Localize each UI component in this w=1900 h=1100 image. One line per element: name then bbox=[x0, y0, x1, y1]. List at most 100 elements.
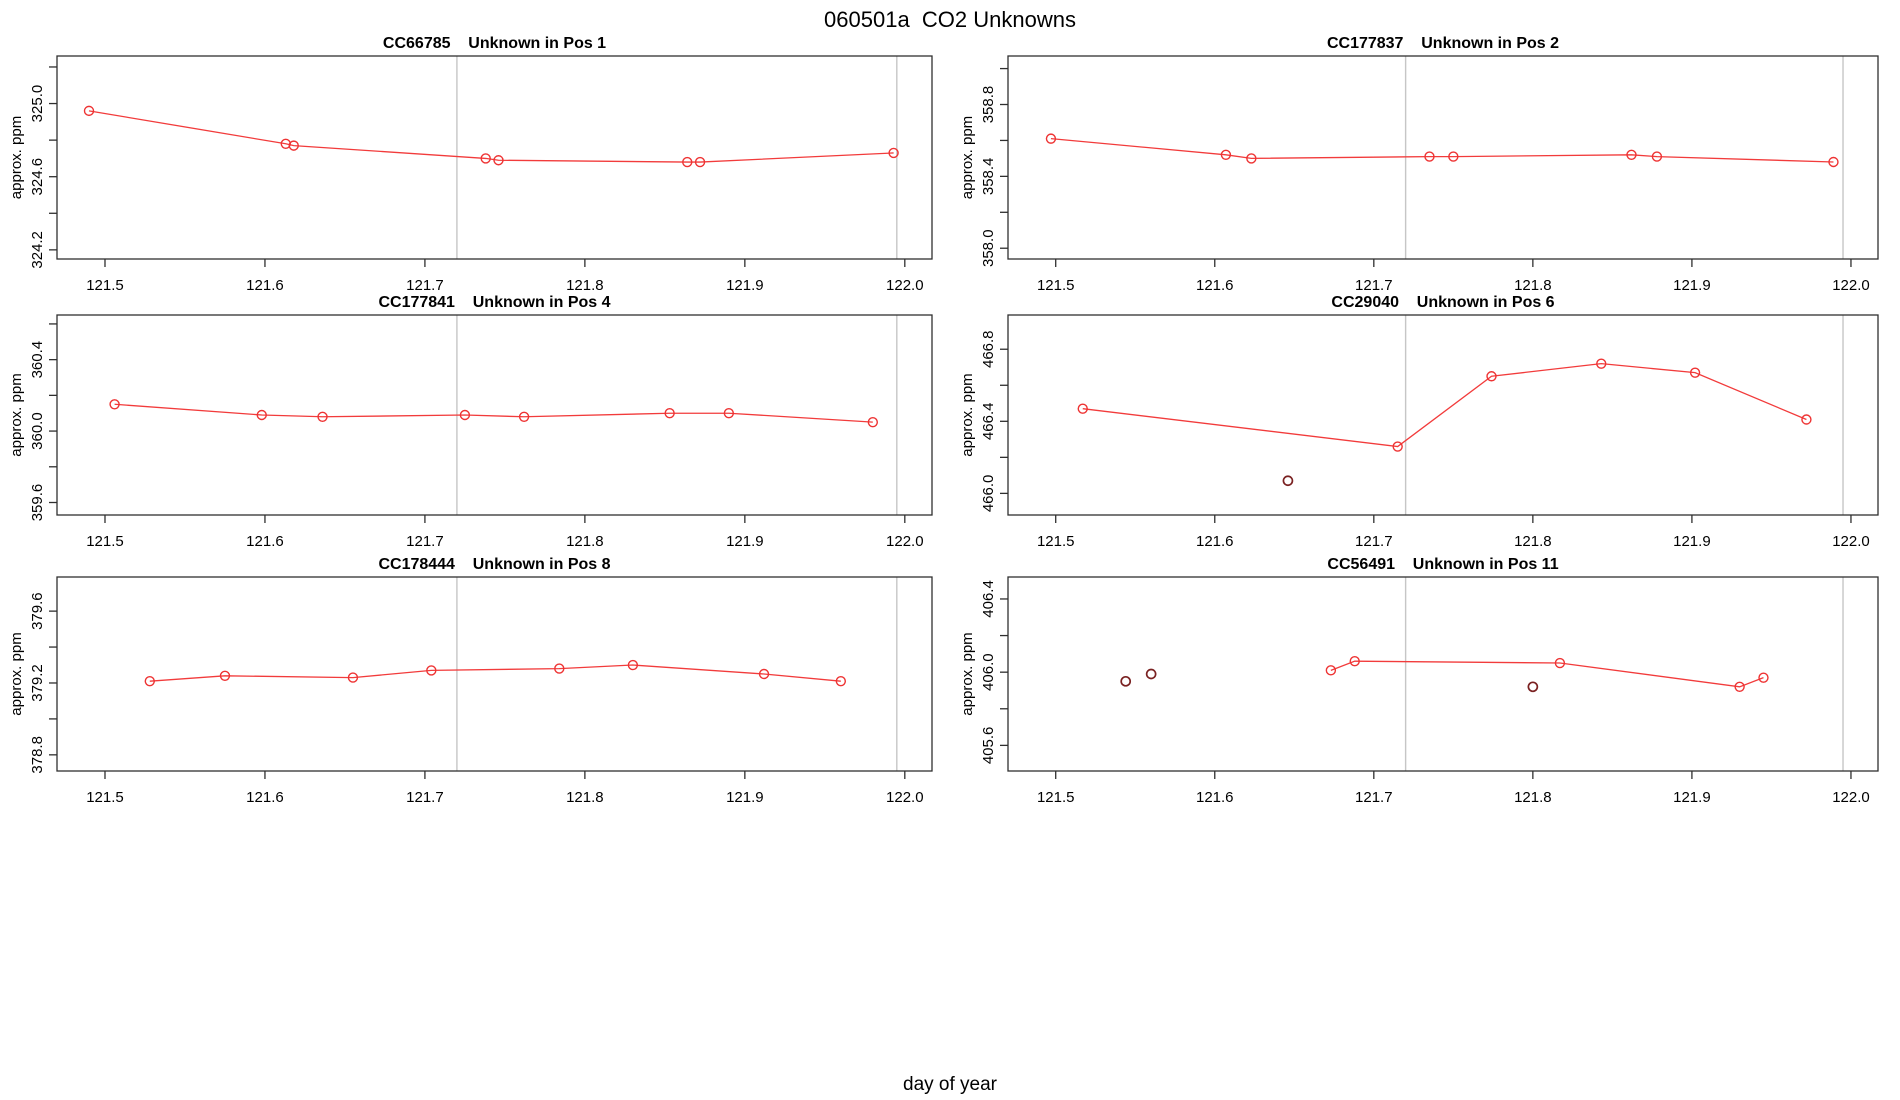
series-line bbox=[1050, 137, 1834, 163]
x-tick-label: 121.6 bbox=[1196, 277, 1234, 294]
y-tick-label: 405.6 bbox=[980, 727, 997, 765]
x-tick-label: 121.6 bbox=[1196, 533, 1234, 550]
panel-title: CC177841 Unknown in Pos 4 bbox=[378, 294, 610, 311]
data-point bbox=[144, 675, 155, 687]
data-point bbox=[317, 411, 328, 422]
y-axis-label: approx. ppm bbox=[8, 116, 25, 199]
panel-CC177841: 121.5 121.6 121.7 121.8 121.9 122.0 359.6 360.0… bbox=[8, 294, 933, 550]
data-point bbox=[1554, 657, 1566, 669]
y-tick-label: 358.0 bbox=[980, 229, 997, 267]
x-tick-label: 121.5 bbox=[86, 277, 124, 294]
x-tick-label: 121.6 bbox=[246, 533, 284, 550]
panel-title: CC177837 Unknown in Pos 2 bbox=[1327, 35, 1559, 52]
page-title: 060501a CO2 Unknowns bbox=[824, 7, 1076, 32]
series-line bbox=[1082, 362, 1807, 448]
y-tick-label: 325.0 bbox=[29, 85, 46, 123]
x-tick-label: 121.6 bbox=[1196, 789, 1234, 806]
x-tick-label: 121.8 bbox=[566, 277, 604, 294]
y-tick-label: 466.0 bbox=[980, 475, 997, 513]
data-point bbox=[518, 411, 530, 422]
series-line bbox=[88, 110, 894, 163]
x-tick-label: 121.9 bbox=[726, 277, 764, 294]
x-tick-label: 121.8 bbox=[1514, 277, 1552, 294]
flagged-data-point bbox=[1120, 675, 1132, 687]
y-tick-label: 360.4 bbox=[29, 341, 46, 379]
data-point bbox=[1689, 367, 1701, 378]
x-tick-label: 121.9 bbox=[1673, 277, 1711, 294]
y-tick-label: 406.0 bbox=[980, 653, 997, 691]
x-tick-label: 121.5 bbox=[1037, 277, 1075, 294]
data-point bbox=[1349, 655, 1360, 667]
data-point bbox=[835, 675, 847, 687]
x-tick-label: 121.8 bbox=[1514, 789, 1552, 806]
data-point bbox=[219, 670, 231, 681]
data-point bbox=[694, 156, 706, 168]
y-axis-label: approx. ppm bbox=[959, 632, 976, 715]
data-point bbox=[1448, 151, 1459, 162]
data-point bbox=[1077, 403, 1088, 414]
x-axis-label: day of year bbox=[903, 1074, 997, 1095]
x-tick-label: 121.8 bbox=[566, 789, 604, 806]
data-point bbox=[1828, 156, 1839, 168]
series-line bbox=[114, 403, 873, 423]
y-tick-label: 406.4 bbox=[980, 580, 997, 618]
y-tick-label: 466.8 bbox=[980, 330, 997, 368]
y-tick-label: 379.6 bbox=[29, 592, 46, 630]
x-tick-label: 121.5 bbox=[86, 533, 124, 550]
series-line bbox=[1330, 660, 1764, 688]
data-point bbox=[682, 156, 693, 168]
x-tick-label: 121.7 bbox=[406, 533, 444, 550]
y-tick-label: 358.8 bbox=[980, 86, 997, 124]
x-tick-label: 122.0 bbox=[886, 277, 924, 294]
plot-box bbox=[56, 55, 933, 260]
plot-box bbox=[56, 314, 933, 516]
plot-box bbox=[56, 576, 933, 772]
data-point bbox=[280, 138, 291, 149]
data-point bbox=[664, 408, 675, 419]
x-tick-label: 121.7 bbox=[1355, 789, 1393, 806]
data-point bbox=[723, 408, 735, 419]
data-point bbox=[347, 672, 359, 683]
y-tick-label: 358.4 bbox=[980, 158, 997, 196]
x-tick-label: 121.6 bbox=[246, 277, 284, 294]
data-point bbox=[627, 659, 639, 671]
x-tick-label: 121.7 bbox=[1355, 533, 1393, 550]
data-point bbox=[867, 416, 879, 428]
data-point bbox=[459, 409, 471, 421]
y-tick-label: 324.6 bbox=[29, 158, 46, 196]
data-point bbox=[1734, 681, 1745, 693]
x-tick-label: 122.0 bbox=[1832, 277, 1870, 294]
plot-box bbox=[1007, 55, 1879, 260]
x-tick-label: 122.0 bbox=[886, 789, 924, 806]
x-tick-label: 122.0 bbox=[886, 533, 924, 550]
y-tick-label: 360.0 bbox=[29, 412, 46, 450]
x-tick-label: 121.6 bbox=[246, 789, 284, 806]
x-tick-label: 121.5 bbox=[1037, 789, 1075, 806]
data-point bbox=[1651, 151, 1663, 162]
x-tick-label: 121.9 bbox=[1673, 533, 1711, 550]
data-point bbox=[1045, 133, 1057, 144]
data-point bbox=[554, 663, 565, 674]
panel-title: CC29040 Unknown in Pos 6 bbox=[1331, 294, 1554, 311]
data-point bbox=[426, 665, 437, 676]
data-point bbox=[1596, 358, 1607, 369]
data-point bbox=[480, 153, 491, 164]
y-tick-label: 466.4 bbox=[980, 403, 997, 441]
plot-box bbox=[1007, 314, 1879, 516]
y-axis-label: approx. ppm bbox=[8, 373, 25, 456]
data-point bbox=[1758, 672, 1769, 683]
data-point bbox=[256, 409, 267, 421]
x-tick-label: 121.8 bbox=[566, 533, 604, 550]
y-axis-label: approx. ppm bbox=[8, 632, 25, 715]
flagged-data-point bbox=[1145, 668, 1157, 680]
y-axis-label: approx. ppm bbox=[959, 373, 976, 456]
panel-title: CC178444 Unknown in Pos 8 bbox=[378, 556, 610, 573]
series-line bbox=[149, 664, 841, 682]
data-point bbox=[1325, 665, 1337, 676]
x-tick-label: 122.0 bbox=[1832, 533, 1870, 550]
y-tick-label: 324.2 bbox=[29, 231, 46, 269]
x-tick-label: 121.7 bbox=[406, 277, 444, 294]
x-tick-label: 121.5 bbox=[86, 789, 124, 806]
data-point bbox=[1246, 153, 1257, 164]
